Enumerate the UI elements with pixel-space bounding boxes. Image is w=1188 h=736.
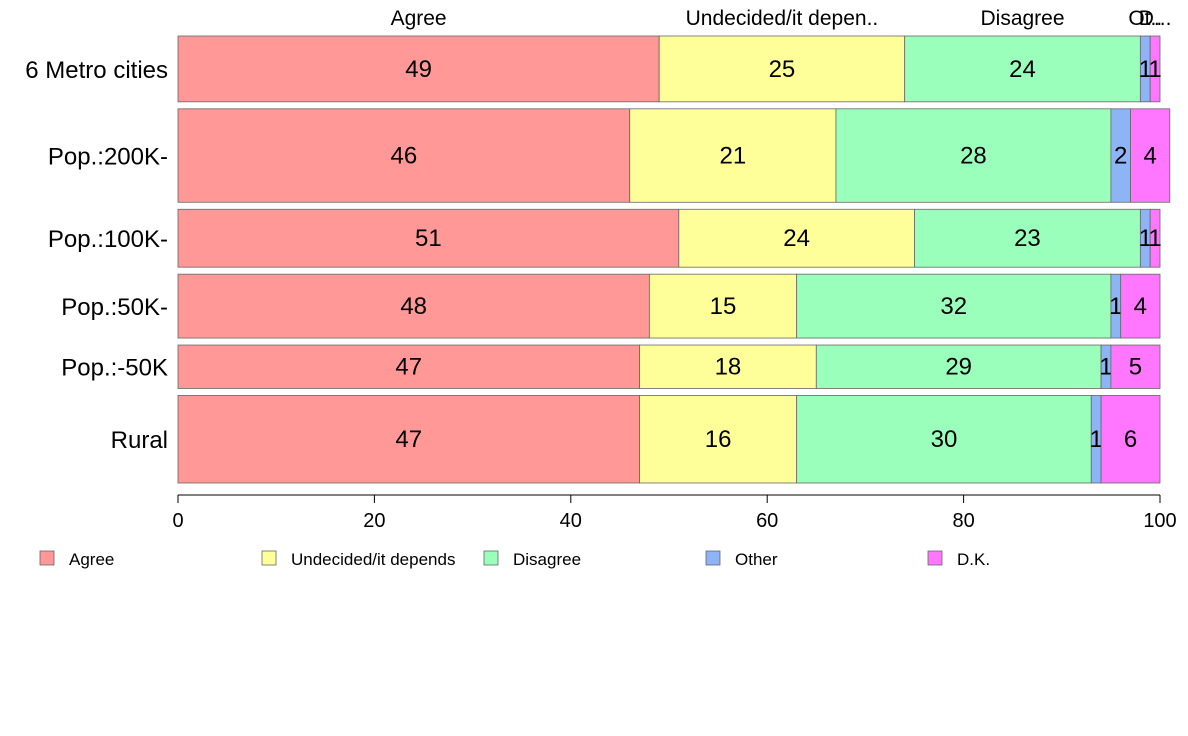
column-headers: Agree Undecided/it depen.. Disagree Ot..D..… — [391, 7, 1172, 30]
data-label: 1 — [1148, 56, 1161, 83]
data-label: 15 — [710, 293, 737, 320]
legend-label: D.K. — [957, 550, 990, 569]
data-label: 29 — [945, 354, 972, 381]
data-label: 30 — [931, 426, 958, 453]
column-header: Ot.. — [1128, 7, 1162, 30]
legend-swatch — [261, 550, 277, 566]
column-header: Agree — [391, 7, 447, 30]
bar-pop-200k--disagree — [835, 108, 1112, 203]
bar-pop-200k--d-k- — [1130, 108, 1171, 203]
category-label: Pop.:-50K — [61, 355, 168, 382]
legend: Agree Undecided/it depends Disagree Other D.… — [39, 550, 990, 569]
data-label: 16 — [705, 426, 732, 453]
bar-pop-100k--d-k- — [1149, 208, 1161, 268]
legend-label: Disagree — [513, 550, 581, 569]
x-axis: 0 20 40 60 80 100 — [172, 494, 1177, 532]
bar-pop-100k--agree — [177, 208, 680, 268]
legend-swatch — [927, 550, 943, 566]
data-label: 24 — [783, 225, 810, 252]
data-label: 47 — [395, 354, 422, 381]
bar-rural-agree — [177, 395, 640, 484]
data-label: 21 — [719, 143, 746, 170]
data-label: 47 — [395, 426, 422, 453]
x-tick-label: 0 — [172, 510, 183, 532]
data-label: 1 — [1109, 293, 1122, 320]
bar-rural-d-k- — [1100, 395, 1161, 484]
bar-pop-50k-agree — [177, 344, 640, 389]
legend-swatch — [39, 550, 55, 566]
legend-swatch — [483, 550, 499, 566]
data-label: 1 — [1099, 354, 1112, 381]
data-label: 1 — [1139, 56, 1152, 83]
data-label: 49 — [405, 56, 432, 83]
x-tick-label: 40 — [560, 510, 582, 532]
data-label: 4 — [1134, 293, 1147, 320]
data-label: 2 — [1114, 143, 1127, 170]
data-label: 1 — [1148, 225, 1161, 252]
bar-pop-100k--undecided-it-depends — [678, 208, 915, 268]
data-label: 24 — [1009, 56, 1036, 83]
data-label: 6 — [1124, 426, 1137, 453]
bar-pop-50k-undecided-it-depends — [639, 344, 817, 389]
x-tick-label: 100 — [1143, 510, 1176, 532]
bar-6-metro-cities-d-k- — [1149, 35, 1161, 103]
bar-6-metro-cities-undecided-it-depends — [658, 35, 906, 103]
bar-pop-50k-d-k- — [1110, 344, 1161, 389]
data-label: 46 — [391, 143, 418, 170]
data-label: 1 — [1089, 426, 1102, 453]
category-label: 6 Metro cities — [25, 57, 168, 84]
data-label: 32 — [940, 293, 967, 320]
x-tick-label: 60 — [756, 510, 778, 532]
data-label: 28 — [960, 143, 987, 170]
data-label: 25 — [769, 56, 796, 83]
x-tick-label: 20 — [363, 510, 385, 532]
data-label: 48 — [400, 293, 427, 320]
category-labels: 6 Metro cities Pop.:200K- Pop.:100K- Pop.:5… — [25, 57, 168, 454]
data-label: 51 — [415, 225, 442, 252]
data-label: 5 — [1129, 354, 1142, 381]
bar-pop-100k--disagree — [914, 208, 1141, 268]
column-header: Undecided/it depen.. — [686, 7, 879, 30]
legend-label: Undecided/it depends — [291, 550, 455, 569]
data-label: 23 — [1014, 225, 1041, 252]
bar-pop-50k--agree — [177, 273, 650, 339]
category-label: Pop.:50K- — [61, 294, 168, 321]
x-tick-label: 80 — [952, 510, 974, 532]
category-label: Pop.:100K- — [48, 226, 168, 253]
bar-pop-200k--agree — [177, 108, 631, 203]
bar-pop-50k-disagree — [815, 344, 1102, 389]
bar-pop-200k--undecided-it-depends — [629, 108, 837, 203]
bar-rural-undecided-it-depends — [639, 395, 798, 484]
category-label: Pop.:200K- — [48, 144, 168, 171]
data-label: 1 — [1139, 225, 1152, 252]
category-label: Rural — [111, 427, 168, 454]
legend-label: Other — [735, 550, 778, 569]
column-header: Disagree — [980, 7, 1064, 30]
bar-rural-disagree — [796, 395, 1092, 484]
data-label: 18 — [715, 354, 742, 381]
column-header: D... — [1139, 7, 1172, 30]
legend-label: Agree — [69, 550, 114, 569]
legend-swatch — [705, 550, 721, 566]
bar-pop-50k--d-k- — [1120, 273, 1161, 339]
bar-pop-50k--undecided-it-depends — [648, 273, 798, 339]
data-label: 4 — [1144, 143, 1157, 170]
